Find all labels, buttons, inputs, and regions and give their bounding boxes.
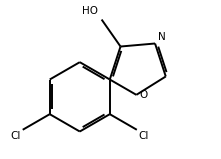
Text: N: N bbox=[158, 32, 166, 42]
Text: Cl: Cl bbox=[11, 131, 21, 141]
Text: Cl: Cl bbox=[138, 131, 149, 141]
Text: HO: HO bbox=[82, 6, 99, 16]
Text: O: O bbox=[139, 90, 148, 100]
